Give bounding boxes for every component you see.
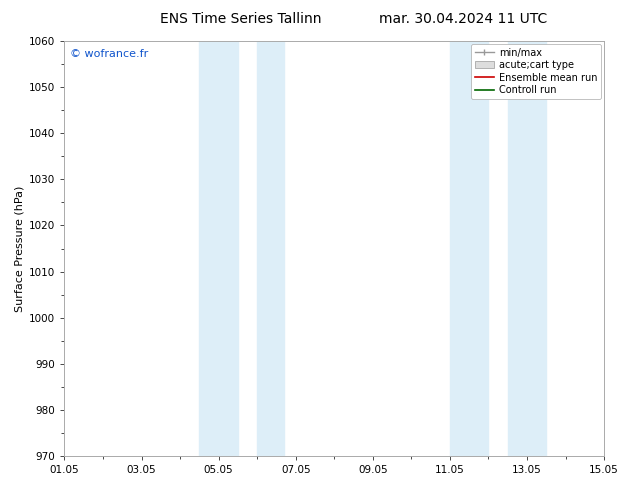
Bar: [257, 41, 284, 456]
Text: ENS Time Series Tallinn: ENS Time Series Tallinn: [160, 12, 321, 26]
Text: © wofrance.fr: © wofrance.fr: [70, 49, 148, 59]
Y-axis label: Surface Pressure (hPa): Surface Pressure (hPa): [15, 185, 25, 312]
Bar: [450, 41, 488, 456]
Text: mar. 30.04.2024 11 UTC: mar. 30.04.2024 11 UTC: [378, 12, 547, 26]
Bar: [508, 41, 547, 456]
Bar: [199, 41, 238, 456]
Legend: min/max, acute;cart type, Ensemble mean run, Controll run: min/max, acute;cart type, Ensemble mean …: [470, 44, 601, 99]
